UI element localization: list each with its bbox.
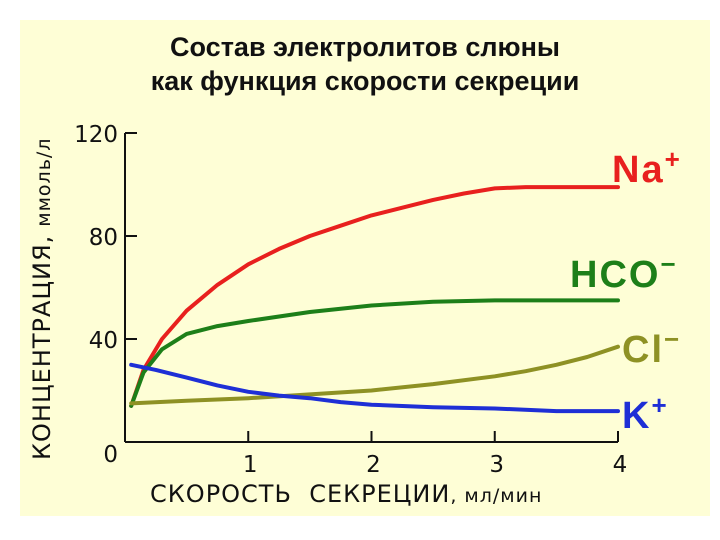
x-tick-label: 2	[366, 452, 381, 478]
chart-panel	[20, 20, 710, 516]
y-tick-label: 80	[89, 225, 118, 251]
y-tick-label: 0	[103, 442, 118, 468]
chart-title-line-2: как функция скорости секреции	[150, 66, 580, 96]
x-tick-label: 3	[489, 452, 504, 478]
legend-label-cl: Cl−	[622, 324, 681, 371]
chart-title-line-1: Состав электролитов слюны	[170, 32, 560, 62]
x-tick-label: 1	[243, 452, 258, 478]
chart-title: Состав электролитов слюны как функция ск…	[20, 30, 710, 98]
x-tick-label: 4	[613, 452, 628, 478]
series-lines	[129, 185, 620, 414]
y-axis-label-unit: ммоль/л	[33, 138, 55, 227]
ticks: 0 40 80 120 1 2 3 4	[74, 122, 627, 478]
y-axis-label-main: КОНЦЕНТРАЦИЯ,	[28, 235, 56, 460]
x-axis-label-main: СКОРОСТЬ СЕКРЕЦИИ	[150, 480, 450, 508]
series-line-hco	[129, 298, 620, 408]
series-line-na	[129, 185, 620, 408]
y-tick-label: 120	[74, 122, 118, 148]
legend-label-na: Na+	[612, 144, 682, 191]
x-axis-label-unit: , мл/мин	[450, 485, 542, 507]
legend-label-k: K+	[622, 390, 669, 437]
x-axis-label: СКОРОСТЬ СЕКРЕЦИИ, мл/мин	[150, 480, 542, 508]
series-line-cl	[129, 344, 620, 406]
y-tick-label: 40	[89, 328, 118, 354]
series-line-k	[129, 362, 620, 414]
axes	[124, 133, 618, 443]
legend-label-hco: HCO−	[570, 249, 678, 296]
y-axis-label: КОНЦЕНТРАЦИЯ, ммоль/л	[28, 138, 56, 460]
